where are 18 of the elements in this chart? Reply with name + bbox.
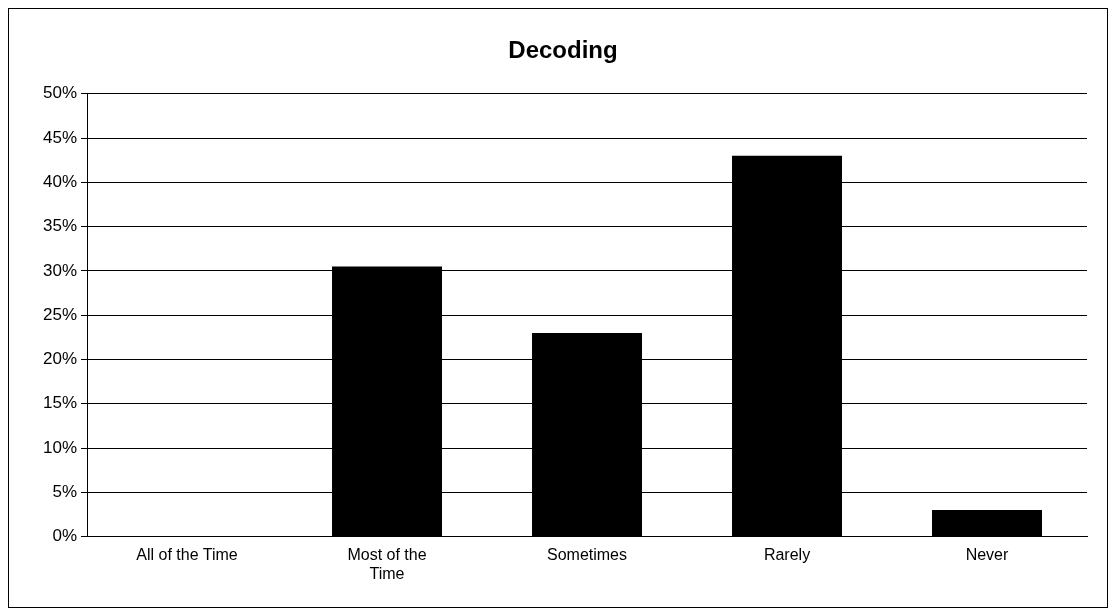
x-tick-label: All of the Time xyxy=(136,545,238,563)
y-tick-label: 5% xyxy=(52,482,78,502)
chart-title: Decoding xyxy=(508,36,618,64)
y-tick-label: 45% xyxy=(42,127,78,147)
x-tick-label: Rarely xyxy=(763,545,811,563)
y-tick-label: 10% xyxy=(42,437,78,457)
y-tick-label: 0% xyxy=(52,526,78,546)
x-tick-label: Never xyxy=(965,545,1010,563)
x-tick-label: Sometimes xyxy=(547,545,628,563)
y-tick-label: 20% xyxy=(42,349,78,369)
y-tick-label: 50% xyxy=(42,83,78,103)
y-tick-label: 25% xyxy=(42,304,78,324)
x-tick-label: Most of the Time xyxy=(347,545,427,582)
y-tick-label: 40% xyxy=(42,172,78,192)
y-tick-label: 30% xyxy=(42,260,78,280)
bar xyxy=(932,510,1042,537)
y-tick-label: 35% xyxy=(42,216,78,236)
y-tick-label: 15% xyxy=(42,393,78,413)
